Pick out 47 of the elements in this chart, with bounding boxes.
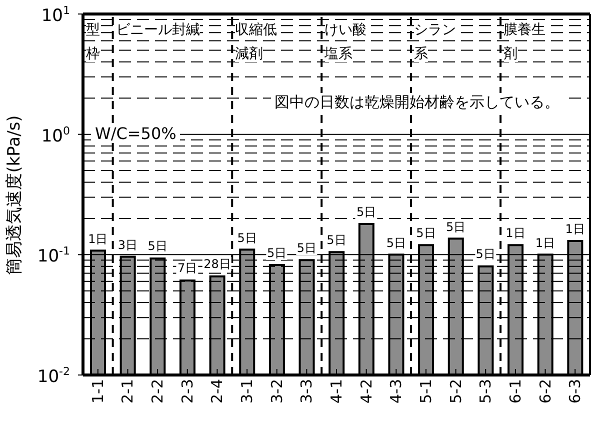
x-tick-label: 3-1 bbox=[238, 379, 256, 404]
x-tick-label: 3-3 bbox=[298, 379, 316, 404]
x-tick-label: 6-3 bbox=[566, 379, 584, 404]
y-tick-label: 10$^{1}$ bbox=[41, 4, 70, 26]
annotation: 3日 bbox=[116, 238, 139, 252]
annotation: ビニール封緘 bbox=[116, 22, 200, 38]
x-tick-label: 4-1 bbox=[328, 379, 346, 404]
annotation: 図中の日数は乾燥開始材齢を示している。 bbox=[270, 93, 564, 112]
x-tick-label: 2-4 bbox=[208, 379, 226, 404]
x-tick-label: 2-3 bbox=[178, 379, 196, 404]
x-tick-label: 3-2 bbox=[268, 379, 286, 404]
annotation: けい酸塩系 bbox=[324, 22, 367, 62]
x-tick-label: 2-2 bbox=[148, 379, 167, 404]
annotation: 収縮低減剤 bbox=[235, 22, 278, 62]
y-tick-label: 10$^{-2}$ bbox=[37, 365, 70, 387]
annotation: 7日 bbox=[176, 261, 198, 276]
annotation: 5日 bbox=[236, 230, 258, 245]
x-tick-label: 4-2 bbox=[357, 379, 376, 404]
x-tick-label: 6-2 bbox=[536, 379, 554, 404]
annotation: シラン系 bbox=[414, 22, 456, 62]
annotation: 1日 bbox=[564, 222, 586, 236]
x-tick-label: 1-1 bbox=[88, 379, 107, 404]
x-tick-label: 2-1 bbox=[118, 379, 137, 404]
y-axis-title: 簡易透気速度(kPa/s) bbox=[4, 114, 26, 274]
annotation: 5日 bbox=[355, 204, 378, 219]
annotation: 1日 bbox=[504, 226, 526, 240]
x-tick-label: 4-3 bbox=[387, 379, 406, 404]
annotation: 5日 bbox=[444, 220, 467, 234]
annotation: 5日 bbox=[146, 239, 168, 254]
annotation: 5日 bbox=[326, 233, 348, 248]
annotation: 1日 bbox=[87, 232, 109, 246]
annotation: 5日 bbox=[296, 241, 318, 256]
x-tick-label: 5-3 bbox=[476, 379, 495, 404]
x-tick-label: 6-1 bbox=[506, 379, 524, 404]
annotation: 5日 bbox=[415, 226, 437, 240]
x-tick-label: 5-2 bbox=[446, 379, 465, 404]
annotation: 5日 bbox=[266, 246, 288, 260]
x-tick-label: 5-1 bbox=[416, 379, 435, 404]
annotation: 1日 bbox=[534, 236, 556, 250]
y-tick-label: 10$^{0}$ bbox=[41, 124, 70, 146]
annotation: 膜養生剤 bbox=[504, 22, 546, 62]
annotation: 型枠 bbox=[86, 22, 100, 62]
annotation: 5日 bbox=[385, 236, 407, 250]
annotation: 5日 bbox=[474, 247, 496, 262]
annotation: 28日 bbox=[202, 257, 232, 272]
y-tick-label: 10$^{-1}$ bbox=[37, 245, 70, 267]
annotation: W/C=50% bbox=[91, 124, 180, 144]
